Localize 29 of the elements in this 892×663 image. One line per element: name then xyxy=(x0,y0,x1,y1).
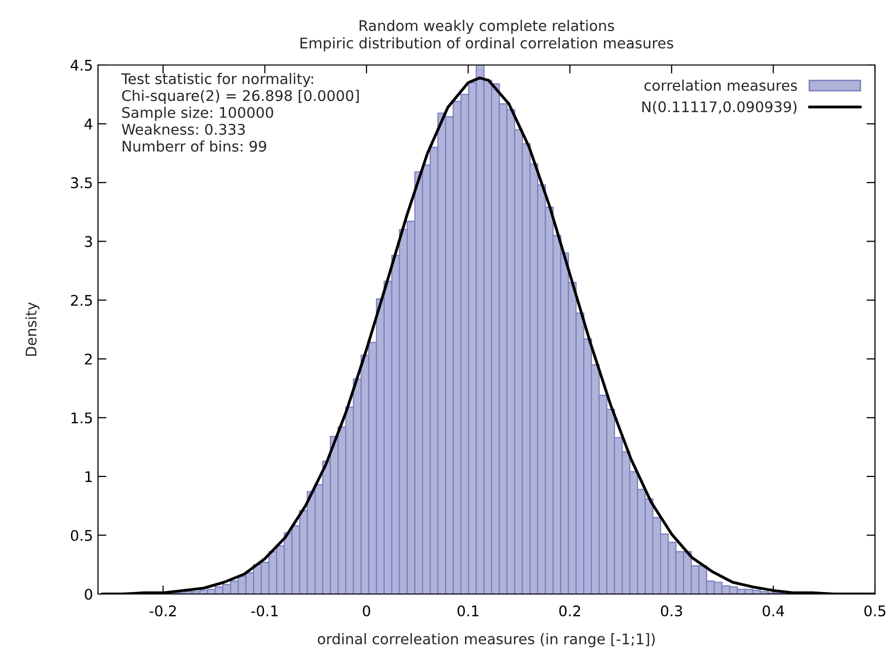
y-tick-label: 0 xyxy=(84,588,92,600)
legend-label: correlation measures xyxy=(644,80,797,91)
legend-label: N(0.11117,0.090939) xyxy=(642,101,796,114)
annotation: Weakness: 0.333 xyxy=(122,124,245,135)
y-tick-label: 2.5 xyxy=(71,294,92,306)
x-tick-label: 0.5 xyxy=(864,605,886,616)
annotation: Chi-square(2) = 26.898 [0.0000] xyxy=(122,90,359,104)
y-tick-label: 1 xyxy=(85,471,92,482)
y-tick-label: 1.5 xyxy=(72,412,92,424)
y-tick-label: 4.5 xyxy=(70,60,92,71)
annotation: Test statistic for normality: xyxy=(121,72,314,88)
y-tick-label: 4 xyxy=(84,118,92,130)
y-tick-label: 3 xyxy=(84,236,92,248)
annotation: Numberr of bins: 99 xyxy=(122,140,266,152)
x-tick-label: -0.1 xyxy=(251,605,278,616)
x-tick-label: 0.2 xyxy=(559,605,580,616)
y-tick-label: 3.5 xyxy=(71,177,92,188)
x-axis-title: ordinal correleation measures (in range [-1;1]) xyxy=(318,633,655,648)
x-tick-label: 0.3 xyxy=(660,605,682,616)
x-tick-label: 0 xyxy=(362,605,370,616)
y-tick-label: 0.5 xyxy=(70,530,92,541)
y-axis-title: Density xyxy=(25,302,40,356)
x-tick-label: 0.1 xyxy=(458,605,478,616)
annotation: Sample size: 100000 xyxy=(122,106,274,121)
x-tick-label: -0.2 xyxy=(150,605,176,616)
chart-title: Random weakly complete relations xyxy=(360,20,614,34)
chart-subtitle: Empiric distribution of ordinal correlation measures xyxy=(300,37,674,52)
y-tick-label: 2 xyxy=(84,354,92,364)
x-tick-label: 0.4 xyxy=(762,605,784,616)
